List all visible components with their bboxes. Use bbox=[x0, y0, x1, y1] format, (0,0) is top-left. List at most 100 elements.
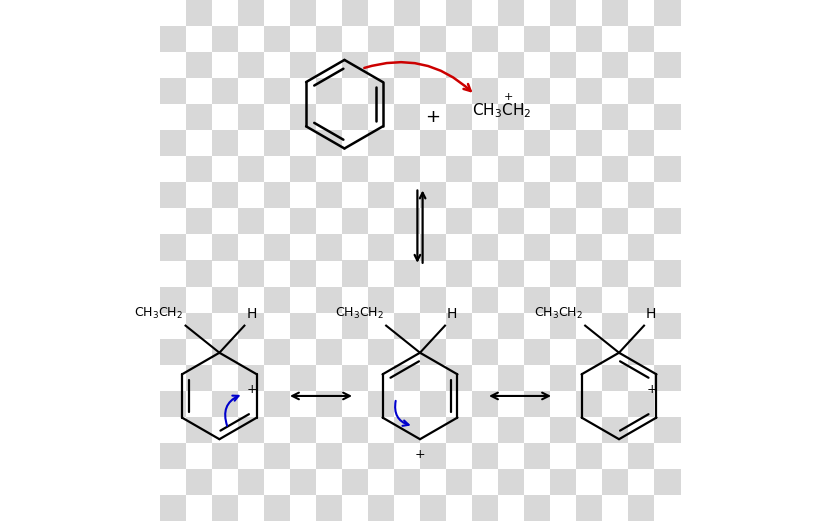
Bar bbox=[524, 339, 550, 365]
Bar bbox=[472, 182, 498, 208]
Bar bbox=[316, 182, 342, 208]
Text: +: + bbox=[246, 383, 257, 396]
Bar bbox=[368, 443, 394, 469]
Text: +: + bbox=[426, 108, 440, 126]
Bar bbox=[290, 313, 316, 339]
Bar bbox=[264, 234, 290, 260]
Bar bbox=[654, 156, 680, 182]
Bar bbox=[212, 287, 238, 313]
Bar bbox=[472, 26, 498, 52]
Bar bbox=[212, 443, 238, 469]
Bar bbox=[264, 78, 290, 104]
Bar bbox=[446, 208, 472, 234]
Bar bbox=[212, 182, 238, 208]
Bar bbox=[524, 234, 550, 260]
Bar bbox=[446, 260, 472, 287]
Bar bbox=[394, 104, 420, 130]
Bar bbox=[394, 156, 420, 182]
Bar bbox=[186, 469, 212, 495]
Bar bbox=[160, 130, 186, 156]
Bar bbox=[264, 391, 290, 417]
Bar bbox=[420, 495, 446, 521]
Bar bbox=[186, 260, 212, 287]
Bar bbox=[342, 0, 368, 26]
Bar bbox=[628, 182, 654, 208]
Bar bbox=[186, 417, 212, 443]
Bar bbox=[186, 52, 212, 78]
Bar bbox=[264, 495, 290, 521]
Bar bbox=[550, 313, 576, 339]
Bar bbox=[628, 26, 654, 52]
Bar bbox=[394, 313, 420, 339]
Bar bbox=[316, 130, 342, 156]
Text: H: H bbox=[646, 307, 657, 321]
Bar bbox=[394, 0, 420, 26]
Bar bbox=[264, 130, 290, 156]
Bar bbox=[264, 339, 290, 365]
Bar bbox=[394, 260, 420, 287]
Bar bbox=[290, 0, 316, 26]
Bar bbox=[576, 391, 602, 417]
Bar bbox=[654, 365, 680, 391]
Bar bbox=[576, 234, 602, 260]
Bar bbox=[238, 313, 264, 339]
Bar bbox=[316, 391, 342, 417]
Bar bbox=[238, 365, 264, 391]
Text: H: H bbox=[447, 307, 458, 321]
Bar bbox=[654, 104, 680, 130]
Bar bbox=[420, 234, 446, 260]
Bar bbox=[160, 391, 186, 417]
Bar bbox=[472, 130, 498, 156]
Bar bbox=[160, 182, 186, 208]
Bar bbox=[342, 365, 368, 391]
Bar bbox=[394, 52, 420, 78]
Bar bbox=[264, 287, 290, 313]
Bar bbox=[446, 0, 472, 26]
Bar bbox=[342, 469, 368, 495]
Bar bbox=[498, 260, 524, 287]
Bar bbox=[602, 260, 628, 287]
Bar bbox=[498, 208, 524, 234]
Bar bbox=[290, 260, 316, 287]
Bar bbox=[446, 365, 472, 391]
Bar bbox=[212, 234, 238, 260]
Bar bbox=[550, 208, 576, 234]
Bar bbox=[498, 156, 524, 182]
Text: H: H bbox=[246, 307, 257, 321]
Bar bbox=[446, 313, 472, 339]
Bar bbox=[186, 208, 212, 234]
Bar bbox=[420, 287, 446, 313]
Bar bbox=[342, 208, 368, 234]
Bar bbox=[290, 469, 316, 495]
Bar bbox=[654, 260, 680, 287]
Bar bbox=[576, 26, 602, 52]
Bar bbox=[186, 0, 212, 26]
Bar bbox=[238, 469, 264, 495]
Bar bbox=[498, 313, 524, 339]
Bar bbox=[628, 130, 654, 156]
Bar bbox=[316, 443, 342, 469]
Bar bbox=[368, 26, 394, 52]
Bar bbox=[394, 208, 420, 234]
Bar bbox=[420, 130, 446, 156]
Bar bbox=[368, 339, 394, 365]
Bar bbox=[238, 0, 264, 26]
Bar bbox=[212, 391, 238, 417]
Bar bbox=[238, 417, 264, 443]
Bar bbox=[602, 156, 628, 182]
Bar bbox=[160, 495, 186, 521]
Bar bbox=[602, 365, 628, 391]
Bar bbox=[290, 365, 316, 391]
Bar bbox=[654, 313, 680, 339]
Bar bbox=[550, 0, 576, 26]
Bar bbox=[238, 52, 264, 78]
Bar bbox=[342, 417, 368, 443]
Bar bbox=[524, 26, 550, 52]
Bar bbox=[368, 391, 394, 417]
Bar bbox=[602, 52, 628, 78]
Bar bbox=[498, 104, 524, 130]
Bar bbox=[238, 208, 264, 234]
Bar bbox=[160, 287, 186, 313]
Text: $\mathregular{CH_3CH_2}$: $\mathregular{CH_3CH_2}$ bbox=[472, 101, 532, 120]
Bar bbox=[524, 130, 550, 156]
